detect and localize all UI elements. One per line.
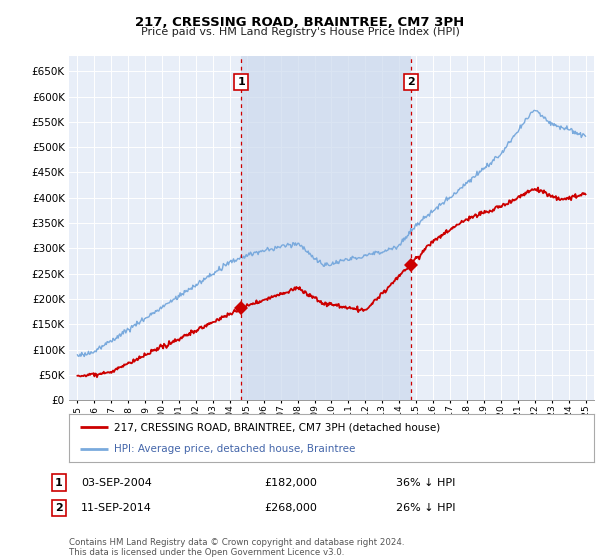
Text: 217, CRESSING ROAD, BRAINTREE, CM7 3PH (detached house): 217, CRESSING ROAD, BRAINTREE, CM7 3PH (… bbox=[113, 422, 440, 432]
Text: 2: 2 bbox=[407, 77, 415, 87]
Text: 03-SEP-2004: 03-SEP-2004 bbox=[81, 478, 152, 488]
Text: 26% ↓ HPI: 26% ↓ HPI bbox=[396, 503, 455, 513]
Text: HPI: Average price, detached house, Braintree: HPI: Average price, detached house, Brai… bbox=[113, 444, 355, 454]
Bar bbox=[241, 56, 410, 400]
Text: Price paid vs. HM Land Registry's House Price Index (HPI): Price paid vs. HM Land Registry's House … bbox=[140, 27, 460, 37]
Text: 11-SEP-2014: 11-SEP-2014 bbox=[81, 503, 152, 513]
Text: Contains HM Land Registry data © Crown copyright and database right 2024.
This d: Contains HM Land Registry data © Crown c… bbox=[69, 538, 404, 557]
Text: £268,000: £268,000 bbox=[264, 503, 317, 513]
Text: 217, CRESSING ROAD, BRAINTREE, CM7 3PH: 217, CRESSING ROAD, BRAINTREE, CM7 3PH bbox=[136, 16, 464, 29]
Text: 1: 1 bbox=[238, 77, 245, 87]
Text: £182,000: £182,000 bbox=[264, 478, 317, 488]
Text: 36% ↓ HPI: 36% ↓ HPI bbox=[396, 478, 455, 488]
Text: 2: 2 bbox=[55, 503, 62, 513]
Text: 1: 1 bbox=[55, 478, 62, 488]
